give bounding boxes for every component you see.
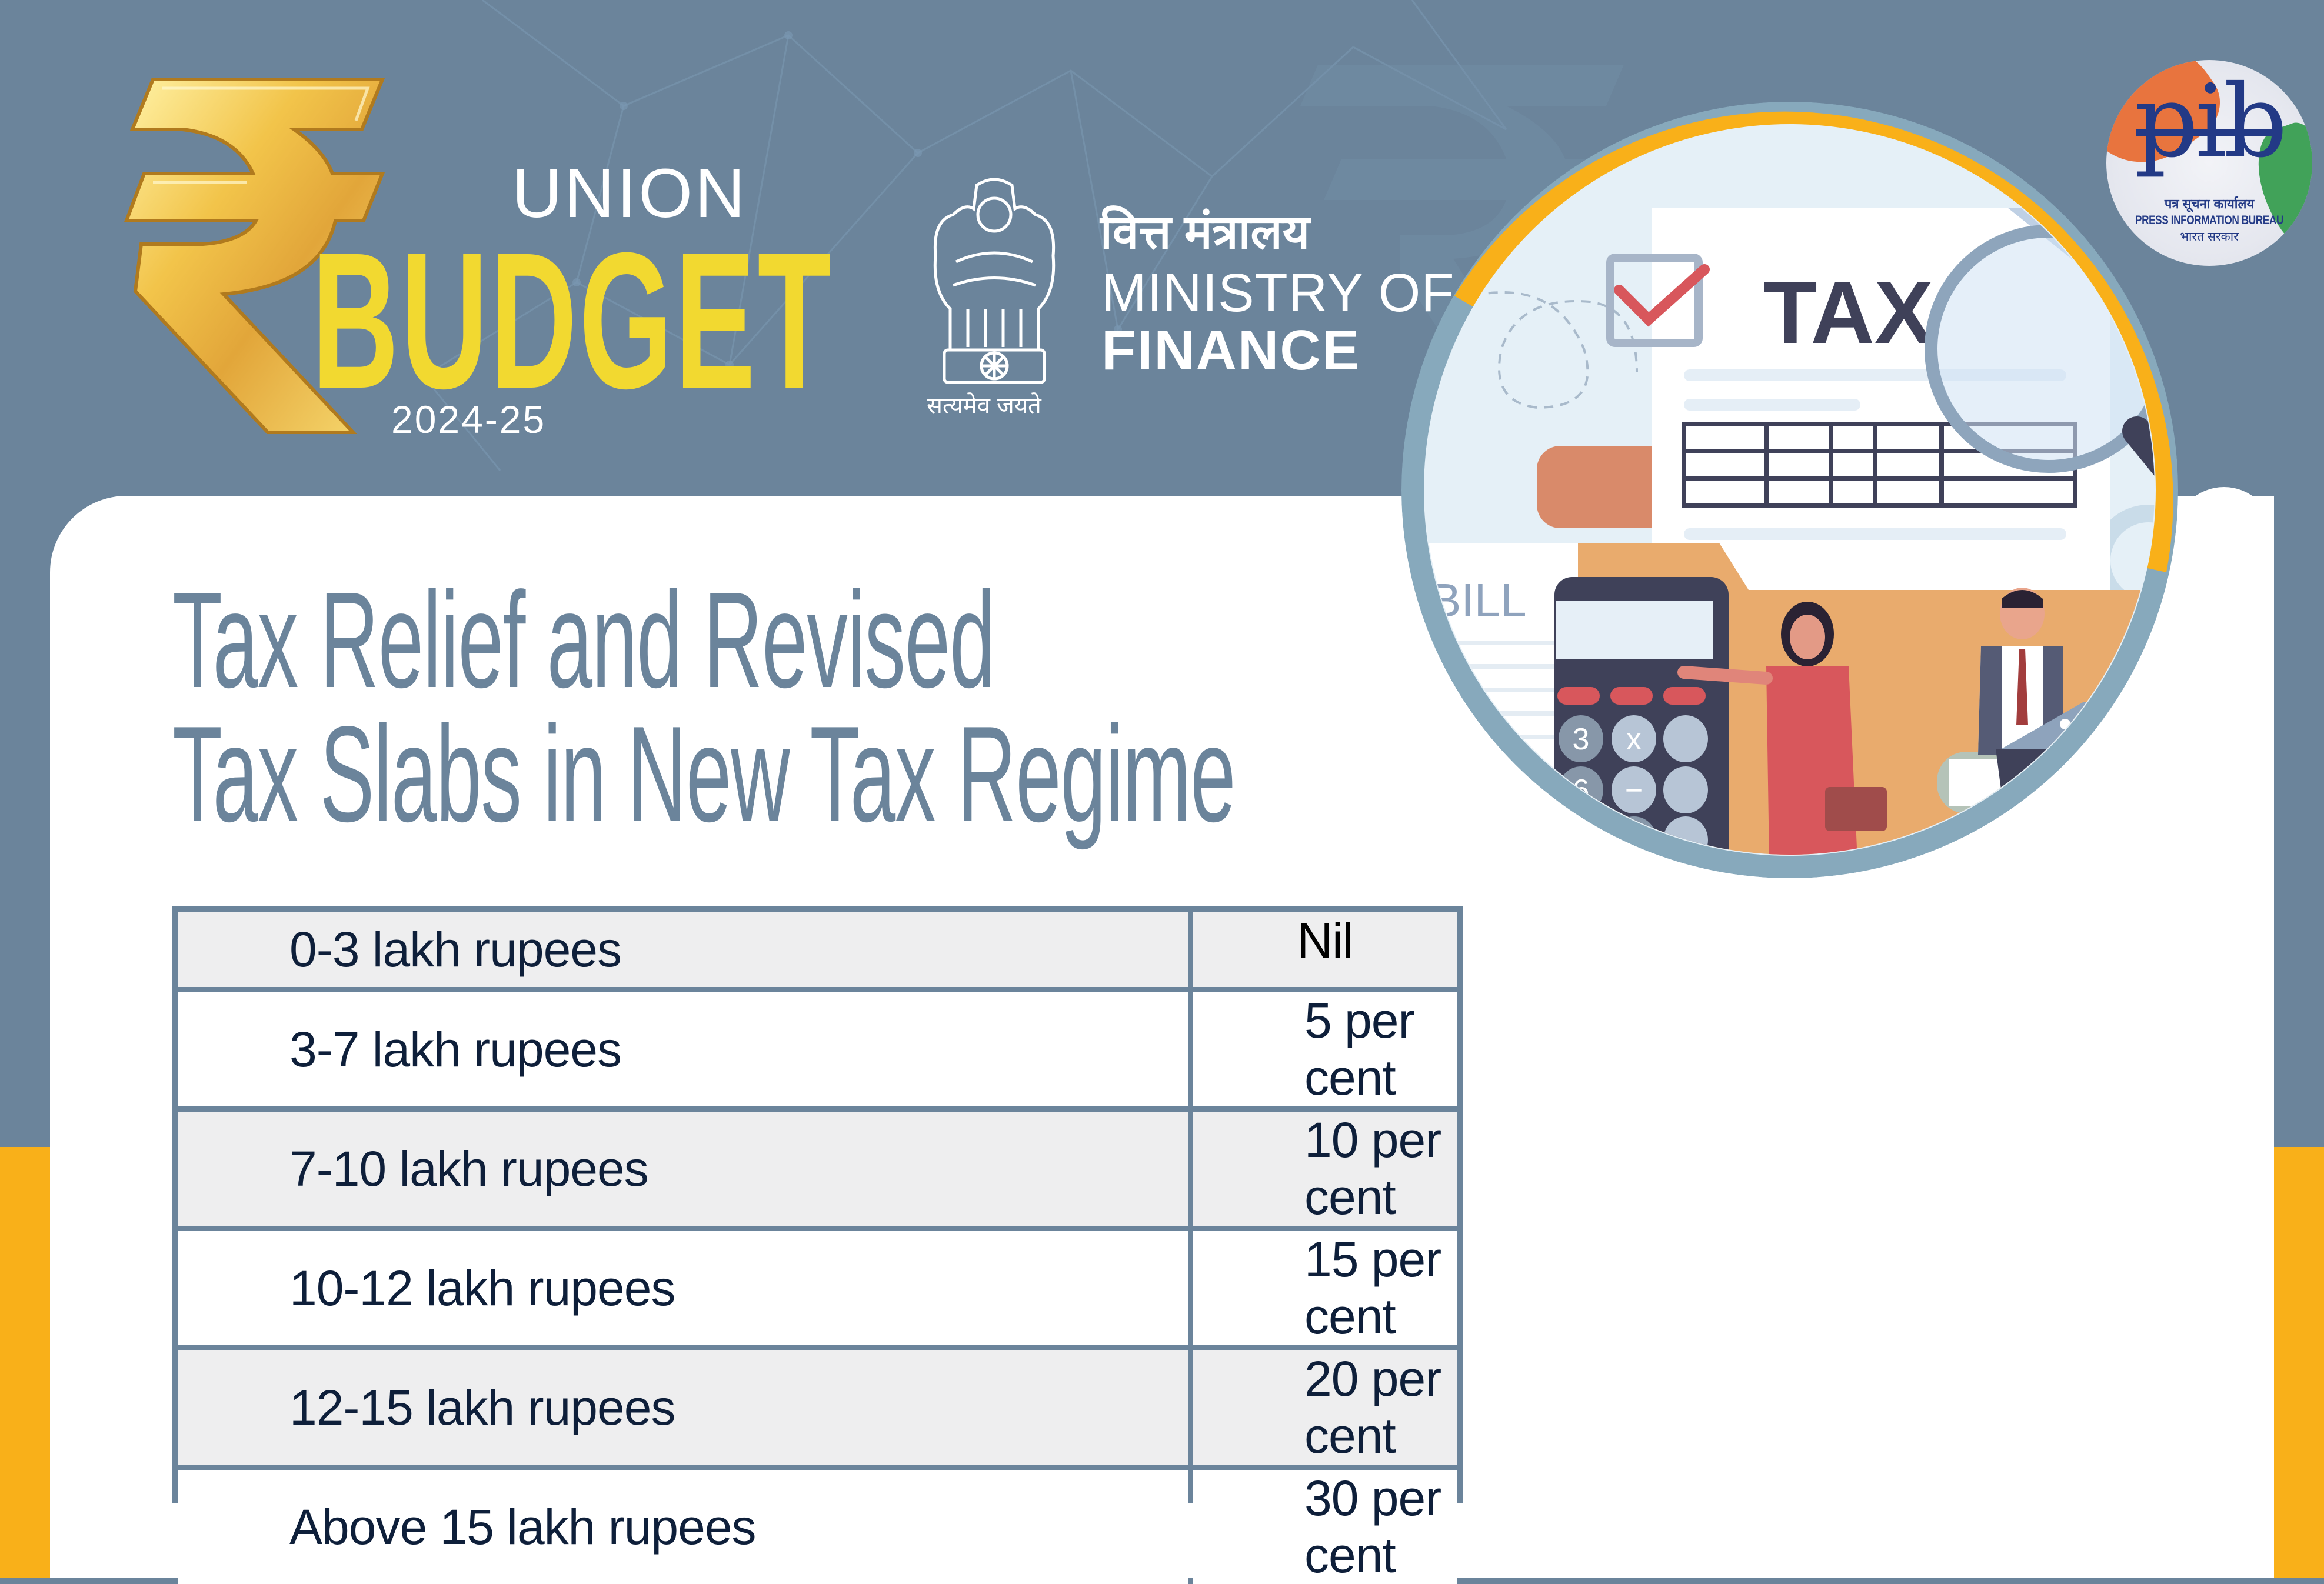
budget-year: 2024-25 bbox=[391, 398, 547, 441]
income-range-cell: 0-3 lakh rupees bbox=[178, 912, 1188, 987]
income-range-cell: 3-7 lakh rupees bbox=[178, 992, 1188, 1106]
tax-rate-cell: Nil bbox=[1193, 912, 1457, 987]
tax-doc-label: TAX bbox=[1763, 263, 1933, 362]
table-row: 7-10 lakh rupees 10 per cent bbox=[178, 1112, 1457, 1226]
income-range-cell: Above 15 lakh rupees bbox=[178, 1470, 1188, 1584]
ministry-name-line2: FINANCE bbox=[1101, 319, 1361, 382]
ministry-name-line1: MINISTRY OF bbox=[1101, 263, 1455, 323]
pib-logo: pib पत्र सूचना कार्यालय PRESS INFORMATIO… bbox=[2106, 60, 2312, 266]
union-label: UNION bbox=[512, 155, 748, 232]
table-row: 0-3 lakh rupees Nil bbox=[178, 912, 1457, 987]
title-line-1: Tax Relief and Revised bbox=[172, 564, 995, 716]
ministry-name-hindi: वित्त मंत्रालय bbox=[1100, 206, 1310, 258]
pib-name-english: PRESS INFORMATION BUREAU bbox=[2135, 214, 2283, 227]
tax-rate-cell: 30 per cent bbox=[1193, 1470, 1457, 1584]
table-row: Above 15 lakh rupees 30 per cent bbox=[178, 1470, 1457, 1584]
income-range-cell: 12-15 lakh rupees bbox=[178, 1350, 1188, 1465]
emblem-motto: सत्यमेव जयते bbox=[927, 393, 1041, 419]
tax-slab-table: 0-3 lakh rupees Nil 3-7 lakh rupees 5 pe… bbox=[172, 906, 1463, 1584]
income-range-cell: 7-10 lakh rupees bbox=[178, 1112, 1188, 1226]
calc-key-3: 3 bbox=[1573, 722, 1590, 756]
tax-rate-cell: 20 per cent bbox=[1193, 1350, 1457, 1465]
pib-government: भारत सरकार bbox=[2180, 230, 2239, 244]
title-line-2: Tax Slabs in New Tax Regime bbox=[172, 698, 1236, 851]
tax-rate-cell: 10 per cent bbox=[1193, 1112, 1457, 1226]
calc-key-minus: − bbox=[1625, 773, 1643, 808]
tax-rate-cell: 5 per cent bbox=[1193, 992, 1457, 1106]
page-title: Tax Relief and Revised Tax Slabs in New … bbox=[172, 564, 1236, 851]
tax-rate-cell: 15 per cent bbox=[1193, 1231, 1457, 1345]
income-range-cell: 10-12 lakh rupees bbox=[178, 1231, 1188, 1345]
tax-illustration: TAX BILL bbox=[1401, 102, 2178, 878]
table-row: 10-12 lakh rupees 15 per cent bbox=[178, 1231, 1457, 1345]
table-row: 3-7 lakh rupees 5 per cent bbox=[178, 992, 1457, 1106]
budget-label: BUDGET bbox=[312, 212, 834, 429]
pib-name-hindi: पत्र सूचना कार्यालय bbox=[2164, 196, 2255, 211]
rupee-icon bbox=[124, 78, 385, 434]
card-corner-tab bbox=[2174, 487, 2274, 663]
table-row: 12-15 lakh rupees 20 per cent bbox=[178, 1350, 1457, 1465]
pib-bar bbox=[2136, 129, 2280, 136]
national-emblem-icon bbox=[933, 178, 1056, 384]
pib-mark: pib bbox=[2134, 64, 2288, 180]
calc-key-multiply: x bbox=[1626, 722, 1642, 756]
